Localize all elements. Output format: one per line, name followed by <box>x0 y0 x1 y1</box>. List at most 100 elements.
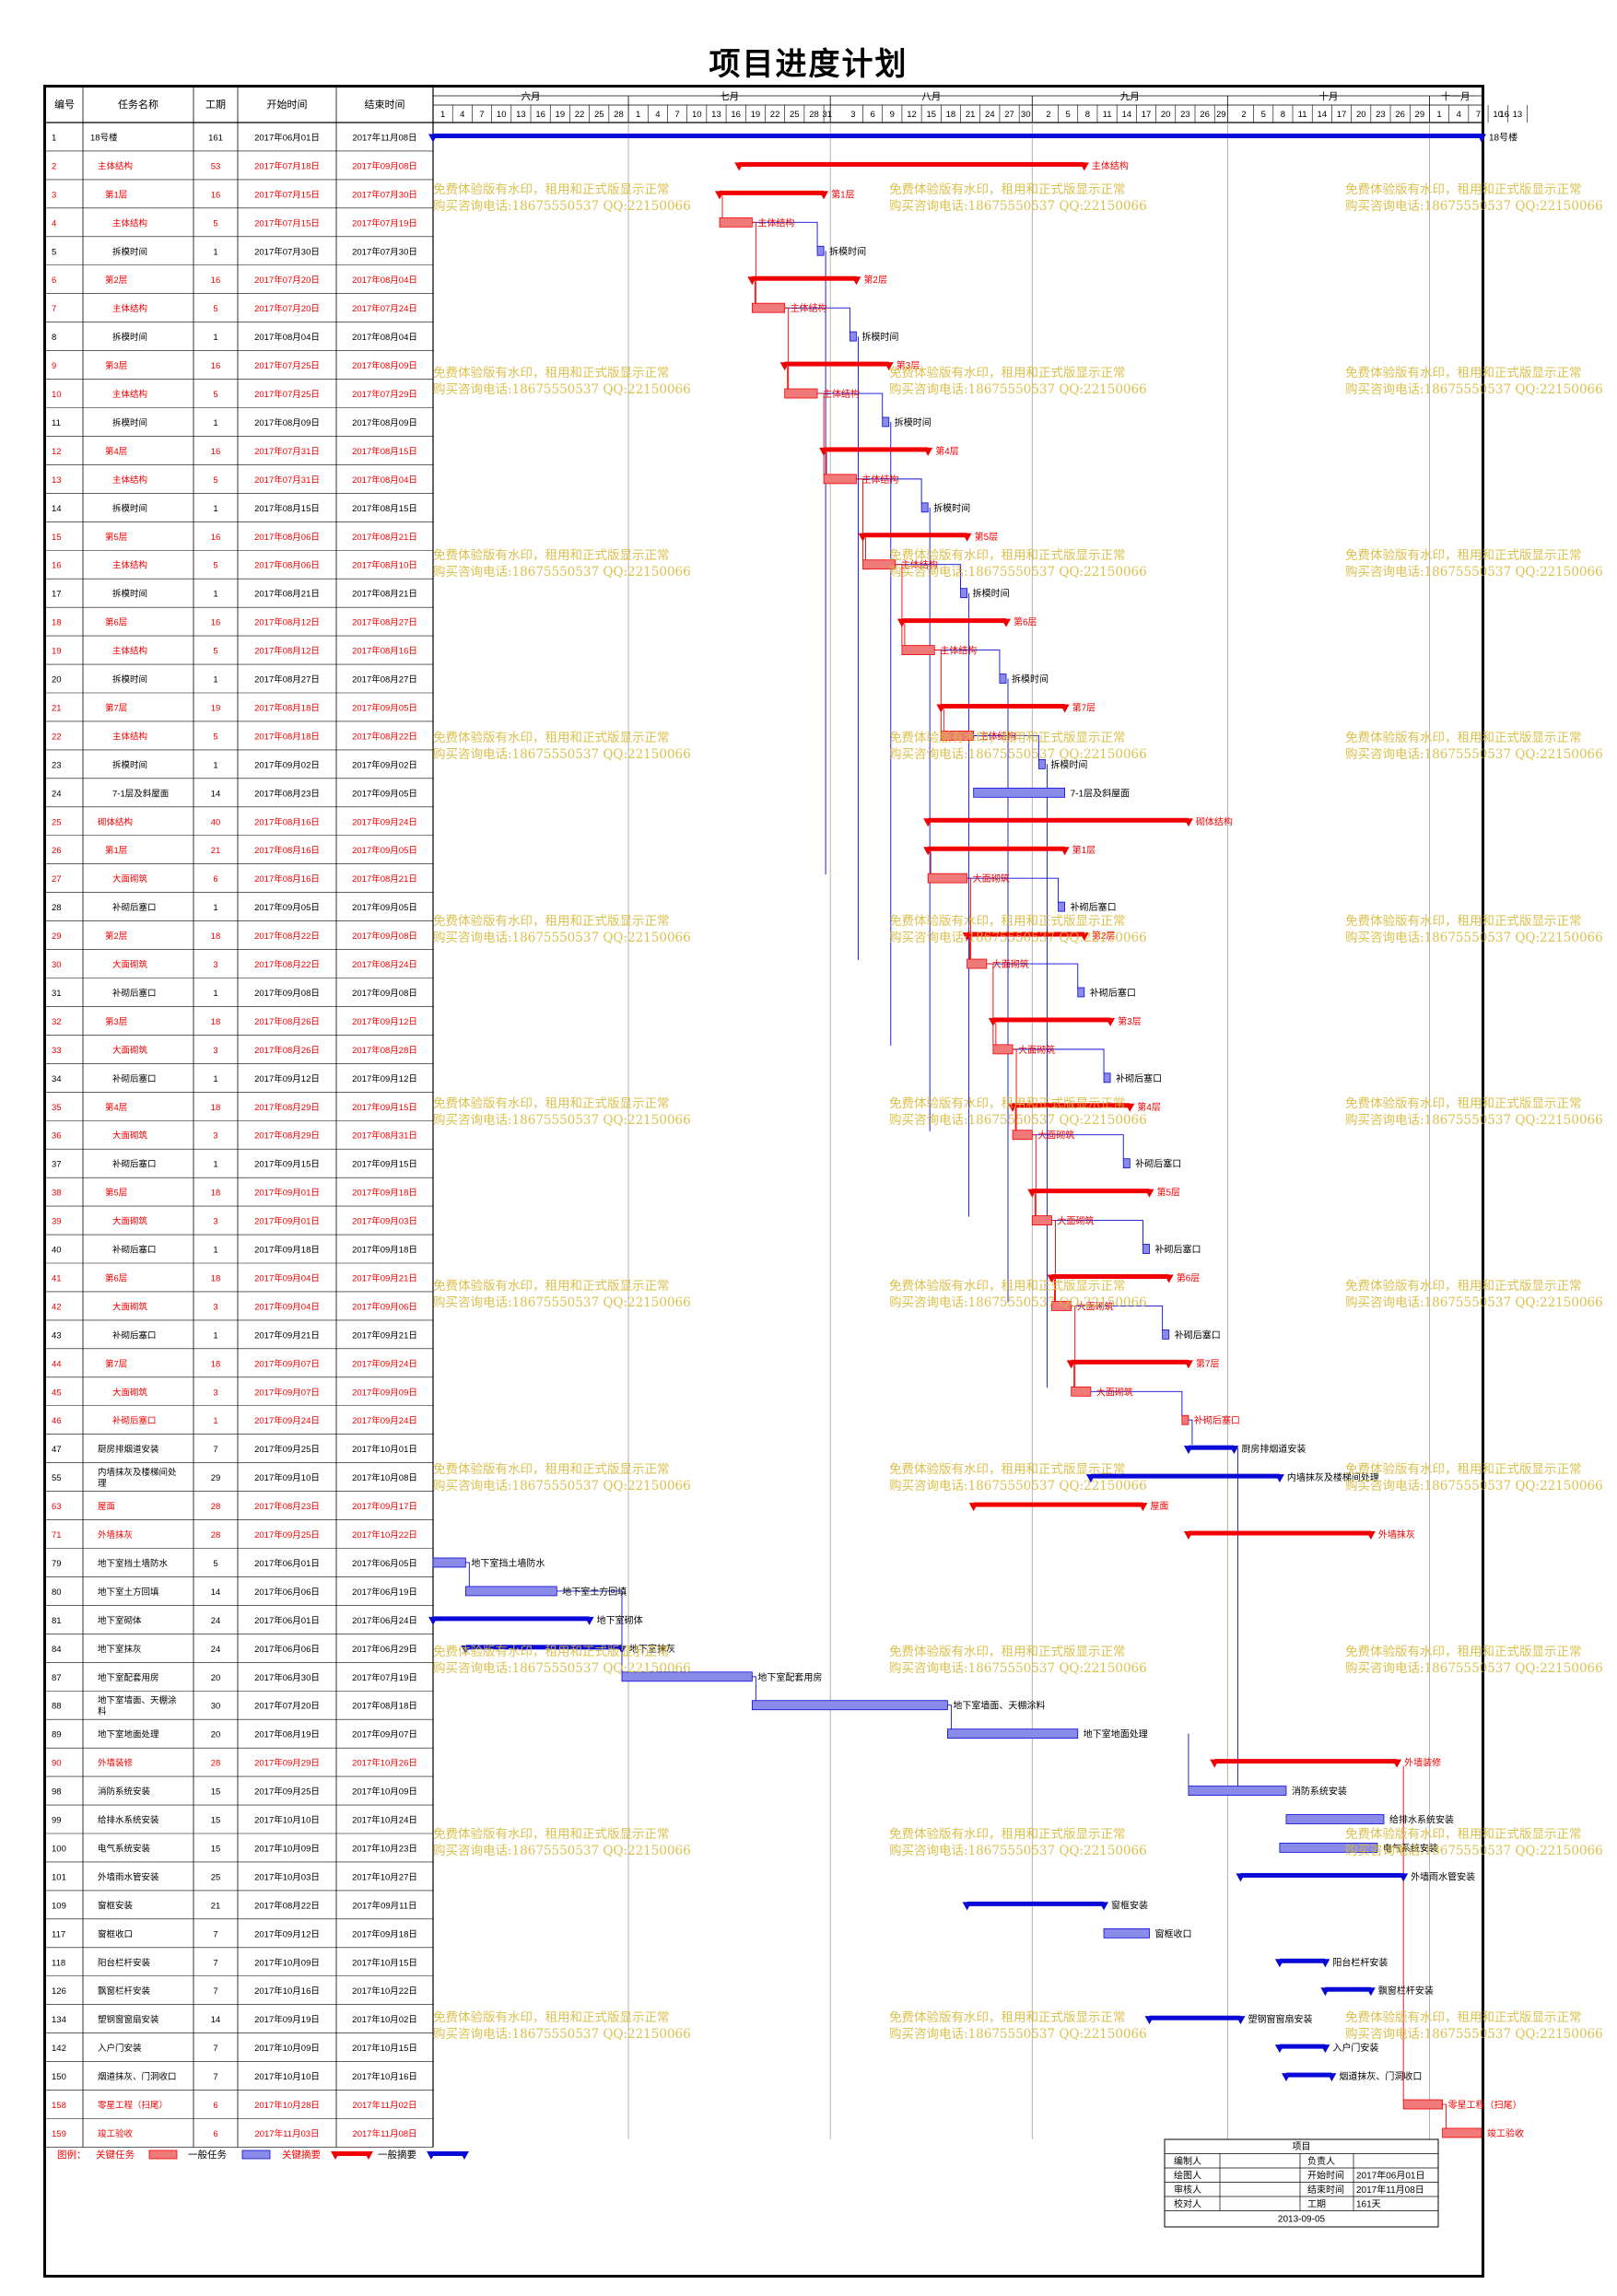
task-id: 100 <box>52 1844 66 1854</box>
task-start: 2017年09月04日 <box>254 1272 320 1283</box>
task-id: 34 <box>52 1074 62 1084</box>
summary-end-cap <box>1125 1103 1135 1112</box>
task-start: 2017年07月15日 <box>254 217 320 228</box>
bar-label: 大面砌筑 <box>973 873 1010 884</box>
task-id: 63 <box>52 1502 62 1512</box>
watermark-line2: 购买咨询电话:18675550537 QQ:22150066 <box>889 1479 1147 1494</box>
day-label: 13 <box>711 110 721 120</box>
task-id: 5 <box>52 247 56 257</box>
watermark-line1: 免费体验版有水印，租用和正式版显示正常 <box>433 731 670 745</box>
summary-start-cap <box>428 134 438 143</box>
task-id: 18 <box>52 618 62 628</box>
summary-bar <box>941 703 1065 709</box>
task-bar <box>432 1557 466 1568</box>
task-end: 2017年10月26日 <box>352 1758 417 1769</box>
summary-end-cap <box>1365 1987 1376 1997</box>
task-end: 2017年10月15日 <box>352 1957 417 1968</box>
task-end: 2017年08月04日 <box>352 474 417 486</box>
bar-label: 大面砌筑 <box>1077 1300 1114 1312</box>
watermark: 免费体验版有水印，租用和正式版显示正常 购买咨询电话:18675550537 QQ… <box>889 730 1147 763</box>
task-end: 2017年06月05日 <box>352 1558 417 1569</box>
bar-label: 给排水系统安装 <box>1389 1814 1454 1826</box>
dependency-line <box>752 1676 756 1702</box>
task-id: 16 <box>52 561 62 571</box>
bar-label: 第4层 <box>935 445 959 457</box>
task-end: 2017年08月22日 <box>352 731 417 742</box>
summary-end-cap <box>1060 704 1070 713</box>
task-name: 砌体结构 <box>98 816 133 827</box>
summary-end-cap <box>884 362 894 371</box>
bar-label: 补砌后塞口 <box>1090 987 1136 999</box>
task-end: 2017年09月12日 <box>352 1016 417 1027</box>
task-end: 2017年07月19日 <box>352 217 417 228</box>
bar-label: 拆模时间 <box>895 416 932 428</box>
task-start: 2017年08月15日 <box>254 503 320 514</box>
legend-label: 图例： <box>57 2149 87 2161</box>
summary-start-cap <box>1144 2016 1154 2025</box>
task-duration: 7 <box>213 2044 217 2054</box>
summary-end-cap <box>923 447 933 456</box>
summary-bar <box>862 533 967 538</box>
watermark-line2: 购买咨询电话:18675550537 QQ:22150066 <box>889 382 1147 397</box>
info-date: 2013-09-05 <box>1278 2215 1326 2225</box>
task-id: 90 <box>52 1759 62 1769</box>
day-label: 11 <box>1103 110 1112 120</box>
task-name: 窗框安装 <box>98 1900 134 1911</box>
task-end: 2017年06月29日 <box>352 1644 417 1655</box>
bar-label: 主体结构 <box>823 388 860 400</box>
day-label: 12 <box>907 110 917 120</box>
watermark-line2: 购买咨询电话:18675550537 QQ:22150066 <box>1345 931 1603 945</box>
task-duration: 5 <box>213 647 217 657</box>
task-bar <box>751 1700 948 1711</box>
task-start: 2017年09月04日 <box>254 1301 320 1312</box>
legend-critical-summary-label: 关键摘要 <box>282 2149 321 2161</box>
day-label: 15 <box>926 110 936 120</box>
task-name: 零星工程（扫尾） <box>98 2100 168 2111</box>
day-label: 5 <box>1066 110 1071 120</box>
task-start: 2017年08月21日 <box>254 589 320 600</box>
task-bar <box>1442 2127 1482 2138</box>
summary-start-cap <box>1210 1759 1220 1768</box>
task-name: 外墙装修 <box>98 1758 134 1769</box>
task-name: 大面砌筑 <box>112 959 148 970</box>
task-bar <box>621 1671 753 1682</box>
task-end: 2017年08月21日 <box>352 589 417 600</box>
task-duration: 24 <box>211 1645 221 1655</box>
header-end: 结束时间 <box>365 99 405 111</box>
summary-bar <box>720 190 825 195</box>
task-end: 2017年09月09日 <box>352 1387 417 1398</box>
task-id: 44 <box>52 1359 62 1369</box>
task-start: 2017年07月30日 <box>254 246 320 257</box>
info-label: 结束时间 <box>1307 2184 1344 2196</box>
task-bar <box>1051 1301 1072 1311</box>
task-name: 拆模时间 <box>112 759 147 770</box>
task-name: 拆模时间 <box>112 589 147 600</box>
summary-start-cap <box>1281 2073 1291 2082</box>
task-name: 地下室挡土墙防水 <box>98 1558 169 1569</box>
task-start: 2017年09月21日 <box>254 1330 320 1341</box>
task-name: 补砌后塞口 <box>112 1415 157 1426</box>
bar-label: 第3层 <box>1118 1015 1142 1027</box>
task-start: 2017年07月20日 <box>254 275 320 286</box>
task-end: 2017年10月09日 <box>352 1786 417 1798</box>
watermark: 免费体验版有水印，租用和正式版显示正常 购买咨询电话:18675550537 QQ… <box>1345 1095 1603 1129</box>
month-label: 九月 <box>1120 91 1140 102</box>
watermark-line2: 购买咨询电话:18675550537 QQ:22150066 <box>1345 747 1603 762</box>
summary-bar <box>1240 1872 1404 1878</box>
task-id: 150 <box>52 2072 66 2082</box>
summary-bar <box>1071 1359 1189 1365</box>
summary-bar <box>739 161 1084 167</box>
task-end: 2017年09月08日 <box>352 931 417 942</box>
watermark: 免费体验版有水印，租用和正式版显示正常 购买咨询电话:18675550537 QQ… <box>433 1644 691 1677</box>
task-duration: 7 <box>213 1929 217 1939</box>
month-label: 七月 <box>720 91 739 102</box>
watermark-line2: 购买咨询电话:18675550537 QQ:22150066 <box>889 2027 1147 2042</box>
summary-start-cap <box>988 1017 998 1026</box>
day-label: 20 <box>1356 110 1366 120</box>
header-id: 编号 <box>54 98 75 111</box>
bar-label: 主体结构 <box>861 474 898 486</box>
task-start: 2017年09月07日 <box>254 1358 320 1369</box>
day-label: 14 <box>1121 110 1131 120</box>
task-end: 2017年09月05日 <box>352 788 417 799</box>
watermark: 免费体验版有水印，租用和正式版显示正常 购买咨询电话:18675550537 QQ… <box>433 365 691 398</box>
